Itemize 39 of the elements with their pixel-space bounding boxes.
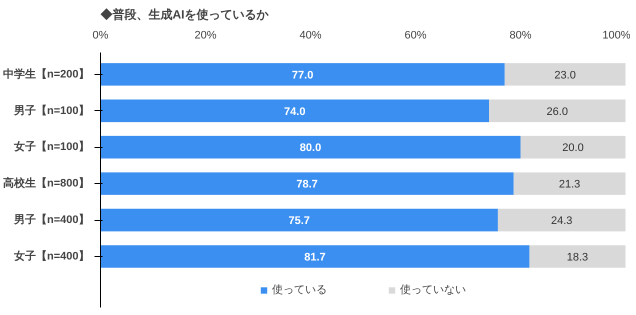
y-tick-label: 女子【n=400】 [13,250,90,262]
data-label: 80.0 [300,142,322,154]
bar [100,136,520,159]
data-label: 23.0 [554,69,576,82]
bar [100,208,498,232]
x-tick-label: 0% [92,30,109,42]
bar [504,63,626,86]
data-label: 75.7 [288,215,310,228]
data-label: 81.7 [304,252,326,264]
bar [100,63,505,86]
x-tick-label: 60% [404,30,427,42]
x-tick-label: 80% [509,30,532,42]
bar [498,208,626,232]
data-label: 78.7 [296,178,318,191]
y-tick-label: 中学生【n=200】 [3,67,90,80]
bar [100,99,489,122]
bar [514,172,626,195]
y-tick-label: 女子【n=100】 [13,140,90,154]
x-tick-label: 40% [299,30,322,42]
data-label: 24.3 [551,215,572,228]
data-label: 21.3 [558,178,580,191]
bar [100,172,514,195]
bar [529,245,626,268]
legend-label: 使っている [272,283,327,297]
y-tick-label: 男子【n=400】 [13,213,90,226]
y-tick-label: 高校生【n=800】 [3,176,90,190]
data-label: 20.0 [562,142,584,154]
data-label: 74.0 [284,106,306,118]
bar [520,136,626,159]
bar [100,245,530,268]
legend-label: 使っていない [400,283,466,297]
x-tick-label: 20% [194,30,217,42]
x-tick-label: 100% [602,30,631,42]
bar [489,99,626,122]
y-tick-label: 男子【n=100】 [13,104,90,117]
chart-title: ◆普段、生成AIを使っているか [100,8,270,22]
data-label: 26.0 [546,106,568,118]
data-label: 77.0 [292,69,314,82]
data-label: 18.3 [566,252,588,264]
